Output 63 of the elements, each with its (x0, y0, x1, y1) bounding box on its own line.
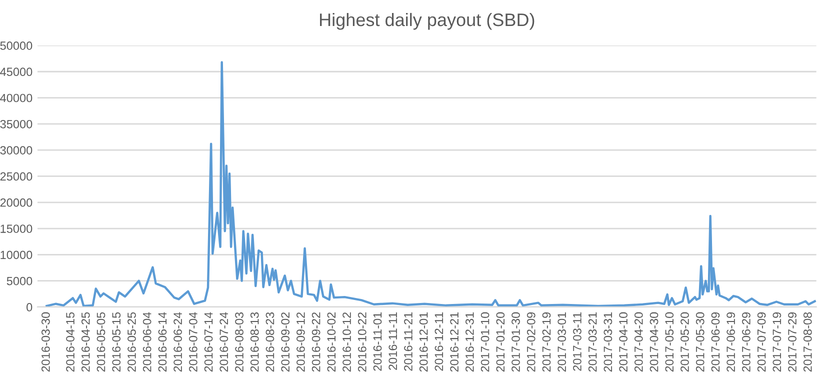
x-tick-label: 2016-08-23 (266, 312, 274, 372)
x-tick-label: 2017-04-20 (634, 312, 643, 372)
x-tick-label: 2016-06-14 (158, 312, 167, 372)
x-tick-label: 2017-04-10 (619, 312, 628, 372)
x-tick-label: 2016-07-04 (188, 312, 198, 372)
x-tick-label: 2016-10-02 (327, 312, 336, 372)
x-tick-label: 2017-05-30 (696, 312, 704, 372)
line-series (46, 61, 816, 307)
y-tick-label: 40000 (0, 94, 32, 102)
x-tick-label: 2016-05-05 (96, 312, 106, 372)
y-tick-label: 10000 (0, 250, 32, 260)
x-tick-label: 2016-09-12 (296, 312, 305, 372)
x-tick-label: 2017-02-19 (542, 312, 551, 372)
x-tick-label: 2017-01-20 (496, 312, 505, 372)
y-tick-label: 20000 (0, 198, 32, 207)
x-tick-label: 2016-12-11 (434, 312, 444, 371)
x-tick-label: 2016-12-21 (450, 312, 458, 372)
x-tick-label: 2017-03-21 (588, 312, 597, 372)
x-tick-label: 2016-11-11 (388, 312, 398, 370)
x-tick-label: 2017-07-09 (757, 312, 766, 372)
x-tick-label: 2016-12-01 (419, 312, 428, 372)
x-tick-label: 2017-07-29 (788, 312, 796, 372)
x-tick-label: 2017-03-11 (573, 312, 582, 371)
x-tick-label: 2017-03-01 (558, 312, 566, 372)
x-tick-label: 2016-05-15 (112, 312, 121, 372)
y-tick-label: 45000 (0, 68, 32, 76)
chart-title: Highest daily payout (SBD) (320, 12, 534, 30)
x-tick-label: 2016-07-24 (220, 312, 228, 372)
x-tick-label: 2017-07-19 (772, 312, 782, 372)
x-tick-label: 2016-04-15 (66, 312, 74, 372)
x-tick-label: 2016-10-22 (358, 312, 366, 372)
x-tick-label: 2016-09-02 (281, 312, 290, 372)
x-tick-label: 2016-03-30 (42, 312, 50, 372)
x-tick-label: 2016-11-01 (373, 312, 382, 371)
x-tick-label: 2017-06-19 (726, 312, 736, 372)
x-tick-label: 2017-02-09 (526, 312, 536, 372)
y-tick-label: 50000 (0, 42, 32, 50)
x-tick-label: 2017-05-10 (665, 312, 674, 372)
x-tick-label: 2016-08-03 (235, 312, 244, 372)
x-tick-label: 2017-06-09 (711, 312, 720, 372)
y-tick-label: 15000 (0, 224, 32, 233)
x-tick-label: 2016-07-14 (204, 312, 213, 372)
x-tick-label: 2017-03-31 (604, 312, 612, 372)
x-tick-label: 2017-01-10 (480, 312, 490, 372)
y-tick-label: 35000 (0, 120, 32, 128)
y-tick-label: 0 (26, 303, 32, 312)
x-tick-label: 2017-06-29 (742, 312, 750, 372)
x-tick-label: 2016-08-13 (250, 312, 259, 372)
x-tick-label: 2016-06-24 (174, 312, 182, 372)
x-tick-label: 2017-01-30 (512, 312, 520, 372)
x-tick-label: 2016-04-25 (81, 312, 90, 372)
x-tick-label: 2016-10-12 (342, 312, 351, 372)
x-tick-label: 2016-09-22 (312, 312, 320, 372)
x-tick-label: 2017-05-20 (680, 312, 689, 372)
x-tick-label: 2016-06-04 (142, 312, 152, 372)
y-tick-label: 25000 (0, 172, 32, 181)
x-tick-label: 2017-04-30 (650, 312, 658, 372)
x-tick-label: 2016-11-21 (404, 312, 412, 371)
x-tick-label: 2016-05-25 (128, 312, 136, 372)
x-tick-label: 2017-08-08 (803, 312, 812, 372)
y-tick-label: 5000 (6, 276, 32, 286)
x-tick-label: 2016-12-31 (466, 312, 474, 372)
y-tick-label: 30000 (0, 146, 32, 154)
